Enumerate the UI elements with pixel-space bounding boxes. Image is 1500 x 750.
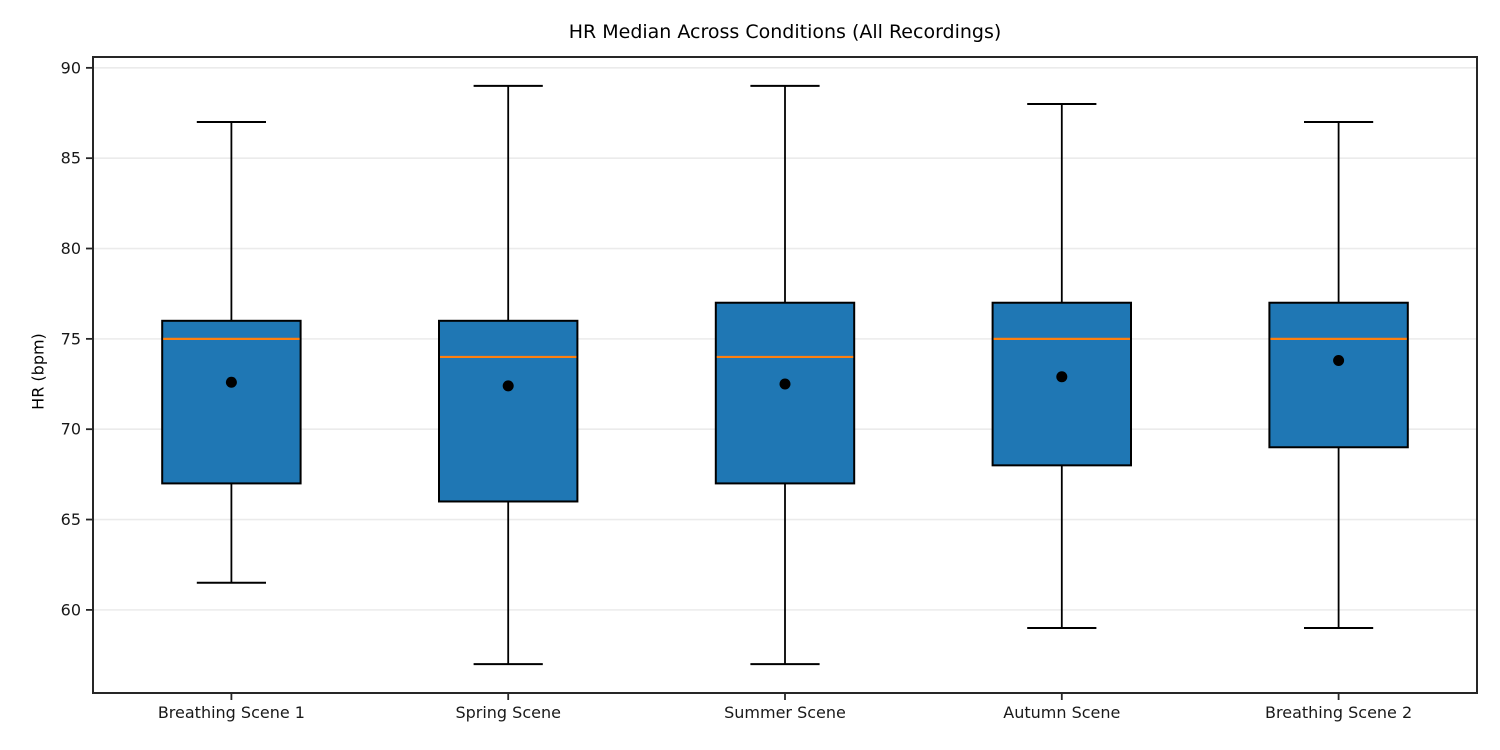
x-tick-label: Autumn Scene xyxy=(1003,703,1120,722)
x-tick-label: Spring Scene xyxy=(455,703,561,722)
mean-dot xyxy=(502,380,514,392)
mean-dot xyxy=(1333,355,1345,367)
chart-title: HR Median Across Conditions (All Recordi… xyxy=(568,21,1002,43)
iqr-box xyxy=(161,319,302,485)
y-tick-label: 70 xyxy=(61,420,81,439)
iqr-box xyxy=(991,301,1132,467)
mean-dot xyxy=(225,376,237,388)
x-tick-label: Summer Scene xyxy=(724,703,846,722)
iqr-box xyxy=(1268,301,1409,449)
iqr-box xyxy=(714,301,856,485)
y-tick-label: 75 xyxy=(61,329,81,348)
y-tick-label: 90 xyxy=(61,58,81,77)
mean-dot xyxy=(1056,371,1068,383)
y-tick-label: 60 xyxy=(61,600,81,619)
plot-frame xyxy=(92,56,1478,694)
x-tick-label: Breathing Scene 2 xyxy=(1265,703,1412,722)
y-tick-label: 85 xyxy=(61,149,81,168)
iqr-box xyxy=(438,319,579,503)
y-tick-label: 65 xyxy=(61,510,81,529)
mean-dot xyxy=(779,378,791,390)
y-tick-label: 80 xyxy=(61,239,81,258)
x-tick-label: Breathing Scene 1 xyxy=(158,703,305,722)
